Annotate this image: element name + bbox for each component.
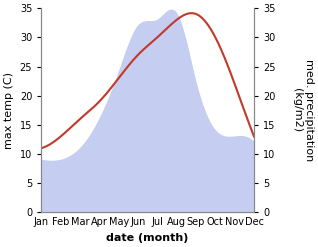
Y-axis label: max temp (C): max temp (C) [4,72,14,149]
Y-axis label: med. precipitation
(kg/m2): med. precipitation (kg/m2) [292,59,314,162]
X-axis label: date (month): date (month) [107,233,189,243]
